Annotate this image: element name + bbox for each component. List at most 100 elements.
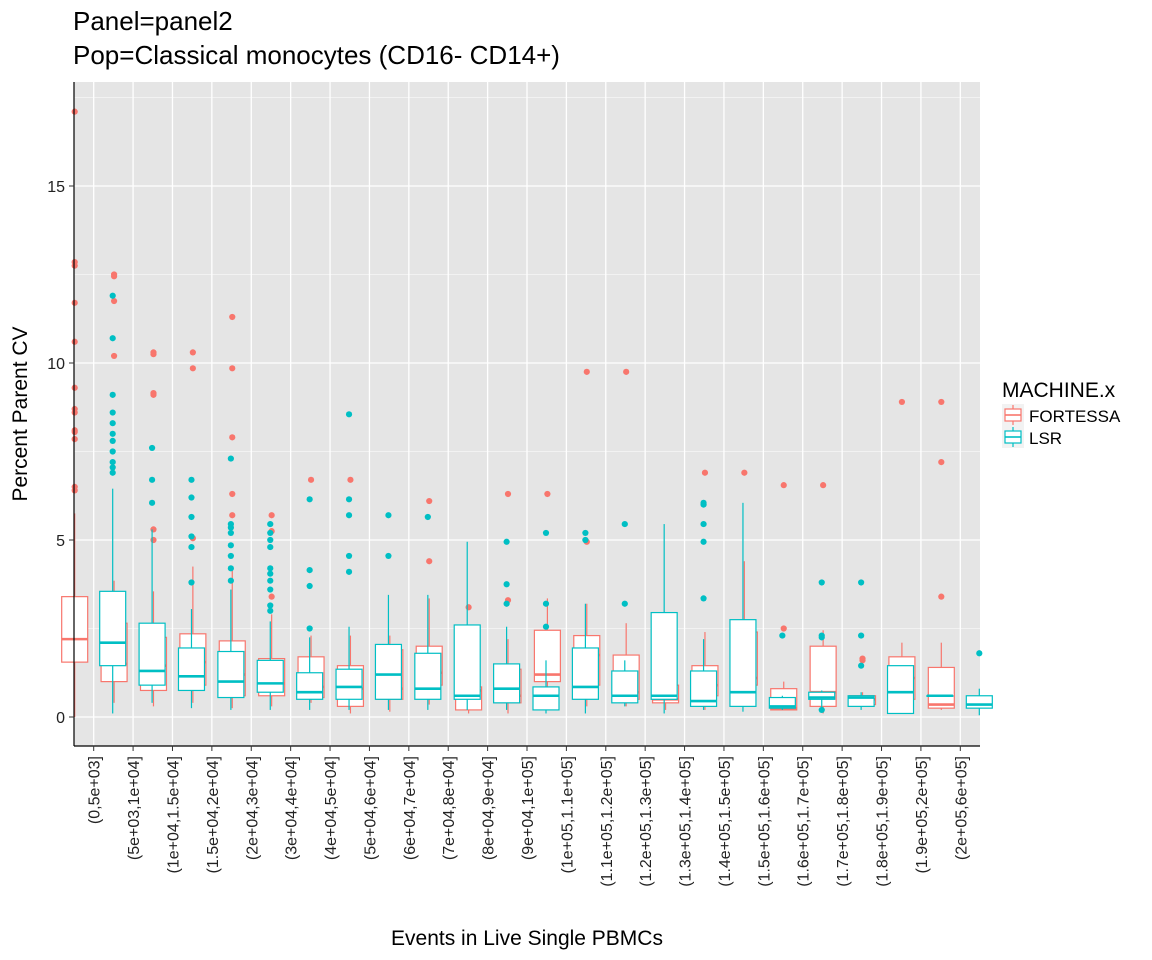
outlier-point <box>504 490 512 498</box>
box-lsr <box>965 650 993 716</box>
box-iqr <box>256 659 284 693</box>
outlier-point <box>188 494 195 501</box>
box-lsr <box>414 513 442 710</box>
x-tick-label: (0,5e+03] <box>87 756 104 824</box>
outlier-point <box>267 570 274 577</box>
box-iqr <box>296 672 324 700</box>
outlier-point <box>976 650 983 657</box>
box-lsr <box>926 694 954 698</box>
box-iqr <box>650 611 678 700</box>
outlier-point <box>150 389 157 397</box>
box-lsr <box>886 665 915 715</box>
box-iqr <box>768 696 796 709</box>
outlier-point <box>700 499 707 506</box>
outlier-point <box>426 558 433 565</box>
outlier-point <box>71 427 78 434</box>
outlier-point <box>623 368 630 375</box>
outlier-point <box>818 706 825 714</box>
x-tick-label: (1.5e+05,1.6e+05] <box>756 756 773 887</box>
box-lsr <box>99 292 127 714</box>
outlier-point <box>267 586 274 593</box>
y-tick-label: 15 <box>47 179 65 196</box>
box-lsr <box>571 529 599 714</box>
outlier-point <box>227 542 234 549</box>
x-tick-label: (2e+04,3e+04] <box>244 756 261 860</box>
legend-label-fortessa: FORTESSA <box>1029 407 1121 426</box>
outlier-point <box>780 482 787 489</box>
outlier-point <box>345 568 353 575</box>
outlier-point <box>188 579 195 586</box>
outlier-point <box>938 593 945 600</box>
outlier-point <box>306 625 313 632</box>
outlier-point <box>741 469 748 476</box>
outlier-point <box>229 512 236 519</box>
box-iqr <box>847 695 875 707</box>
y-tick-label: 5 <box>56 533 65 550</box>
outlier-point <box>582 529 589 537</box>
outlier-point <box>503 538 510 545</box>
outlier-point <box>109 469 116 476</box>
box-lsr <box>611 520 639 707</box>
x-tick-label: (1.1e+05,1.2e+05] <box>599 756 616 887</box>
outlier-point <box>189 349 196 356</box>
box-fortessa <box>61 108 89 717</box>
outlier-point <box>71 108 78 115</box>
outlier-point <box>268 593 275 600</box>
y-tick-label: 10 <box>47 356 65 373</box>
box-lsr <box>256 520 284 710</box>
outlier-point <box>503 600 510 607</box>
outlier-point <box>109 448 116 455</box>
y-tick-label: 0 <box>56 710 65 727</box>
box-iqr <box>808 691 836 700</box>
outlier-point <box>858 662 865 669</box>
outlier-point <box>267 565 274 572</box>
chart-title-line1: Panel=panel2 <box>73 6 233 36</box>
outlier-point <box>267 602 274 609</box>
outlier-point <box>818 579 825 586</box>
outlier-point <box>229 490 236 498</box>
outlier-point <box>779 632 786 639</box>
chart-title-line2: Pop=Classical monocytes (CD16- CD14+) <box>73 40 560 70</box>
outlier-point <box>818 632 825 639</box>
box-iqr <box>886 665 915 715</box>
x-tick-label: (1.6e+05,1.7e+05] <box>796 756 813 887</box>
outlier-point <box>582 536 589 544</box>
outlier-point <box>700 520 707 528</box>
box-iqr <box>611 670 639 704</box>
outlier-point <box>110 352 118 360</box>
boxplot-marks <box>61 108 993 717</box>
x-tick-label: (7e+04,8e+04] <box>441 756 458 860</box>
x-tick-label: (1.2e+05,1.3e+05] <box>638 756 655 887</box>
box-iqr <box>533 629 561 683</box>
x-tick-label: (1e+04,1.5e+04] <box>165 756 182 873</box>
outlier-point <box>542 600 550 607</box>
x-tick-label: (4e+04,5e+04] <box>323 756 340 860</box>
x-tick-label: (1e+05,1.1e+05] <box>559 756 576 873</box>
outlier-point <box>345 512 353 519</box>
outlier-point <box>503 581 510 588</box>
box-lsr <box>217 455 245 710</box>
outlier-point <box>229 313 236 321</box>
outlier-point <box>542 623 550 630</box>
outlier-point <box>306 496 313 503</box>
outlier-point <box>700 595 707 602</box>
outlier-point <box>71 405 78 413</box>
box-lsr <box>768 632 796 710</box>
outlier-point <box>109 420 116 427</box>
box-iqr <box>217 650 245 699</box>
outlier-point <box>109 464 116 471</box>
y-axis-ticks: 0 5 10 15 <box>47 179 74 727</box>
box-lsr <box>532 529 560 714</box>
box-iqr <box>453 624 481 700</box>
outlier-point <box>306 582 313 590</box>
outlier-point <box>227 565 234 572</box>
outlier-point <box>858 632 865 639</box>
box-iqr <box>335 668 363 700</box>
outlier-point <box>267 607 274 614</box>
outlier-point <box>227 552 234 560</box>
outlier-point <box>583 368 590 375</box>
outlier-point <box>938 398 945 406</box>
outlier-point <box>307 476 315 483</box>
legend-label-lsr: LSR <box>1029 429 1062 448</box>
